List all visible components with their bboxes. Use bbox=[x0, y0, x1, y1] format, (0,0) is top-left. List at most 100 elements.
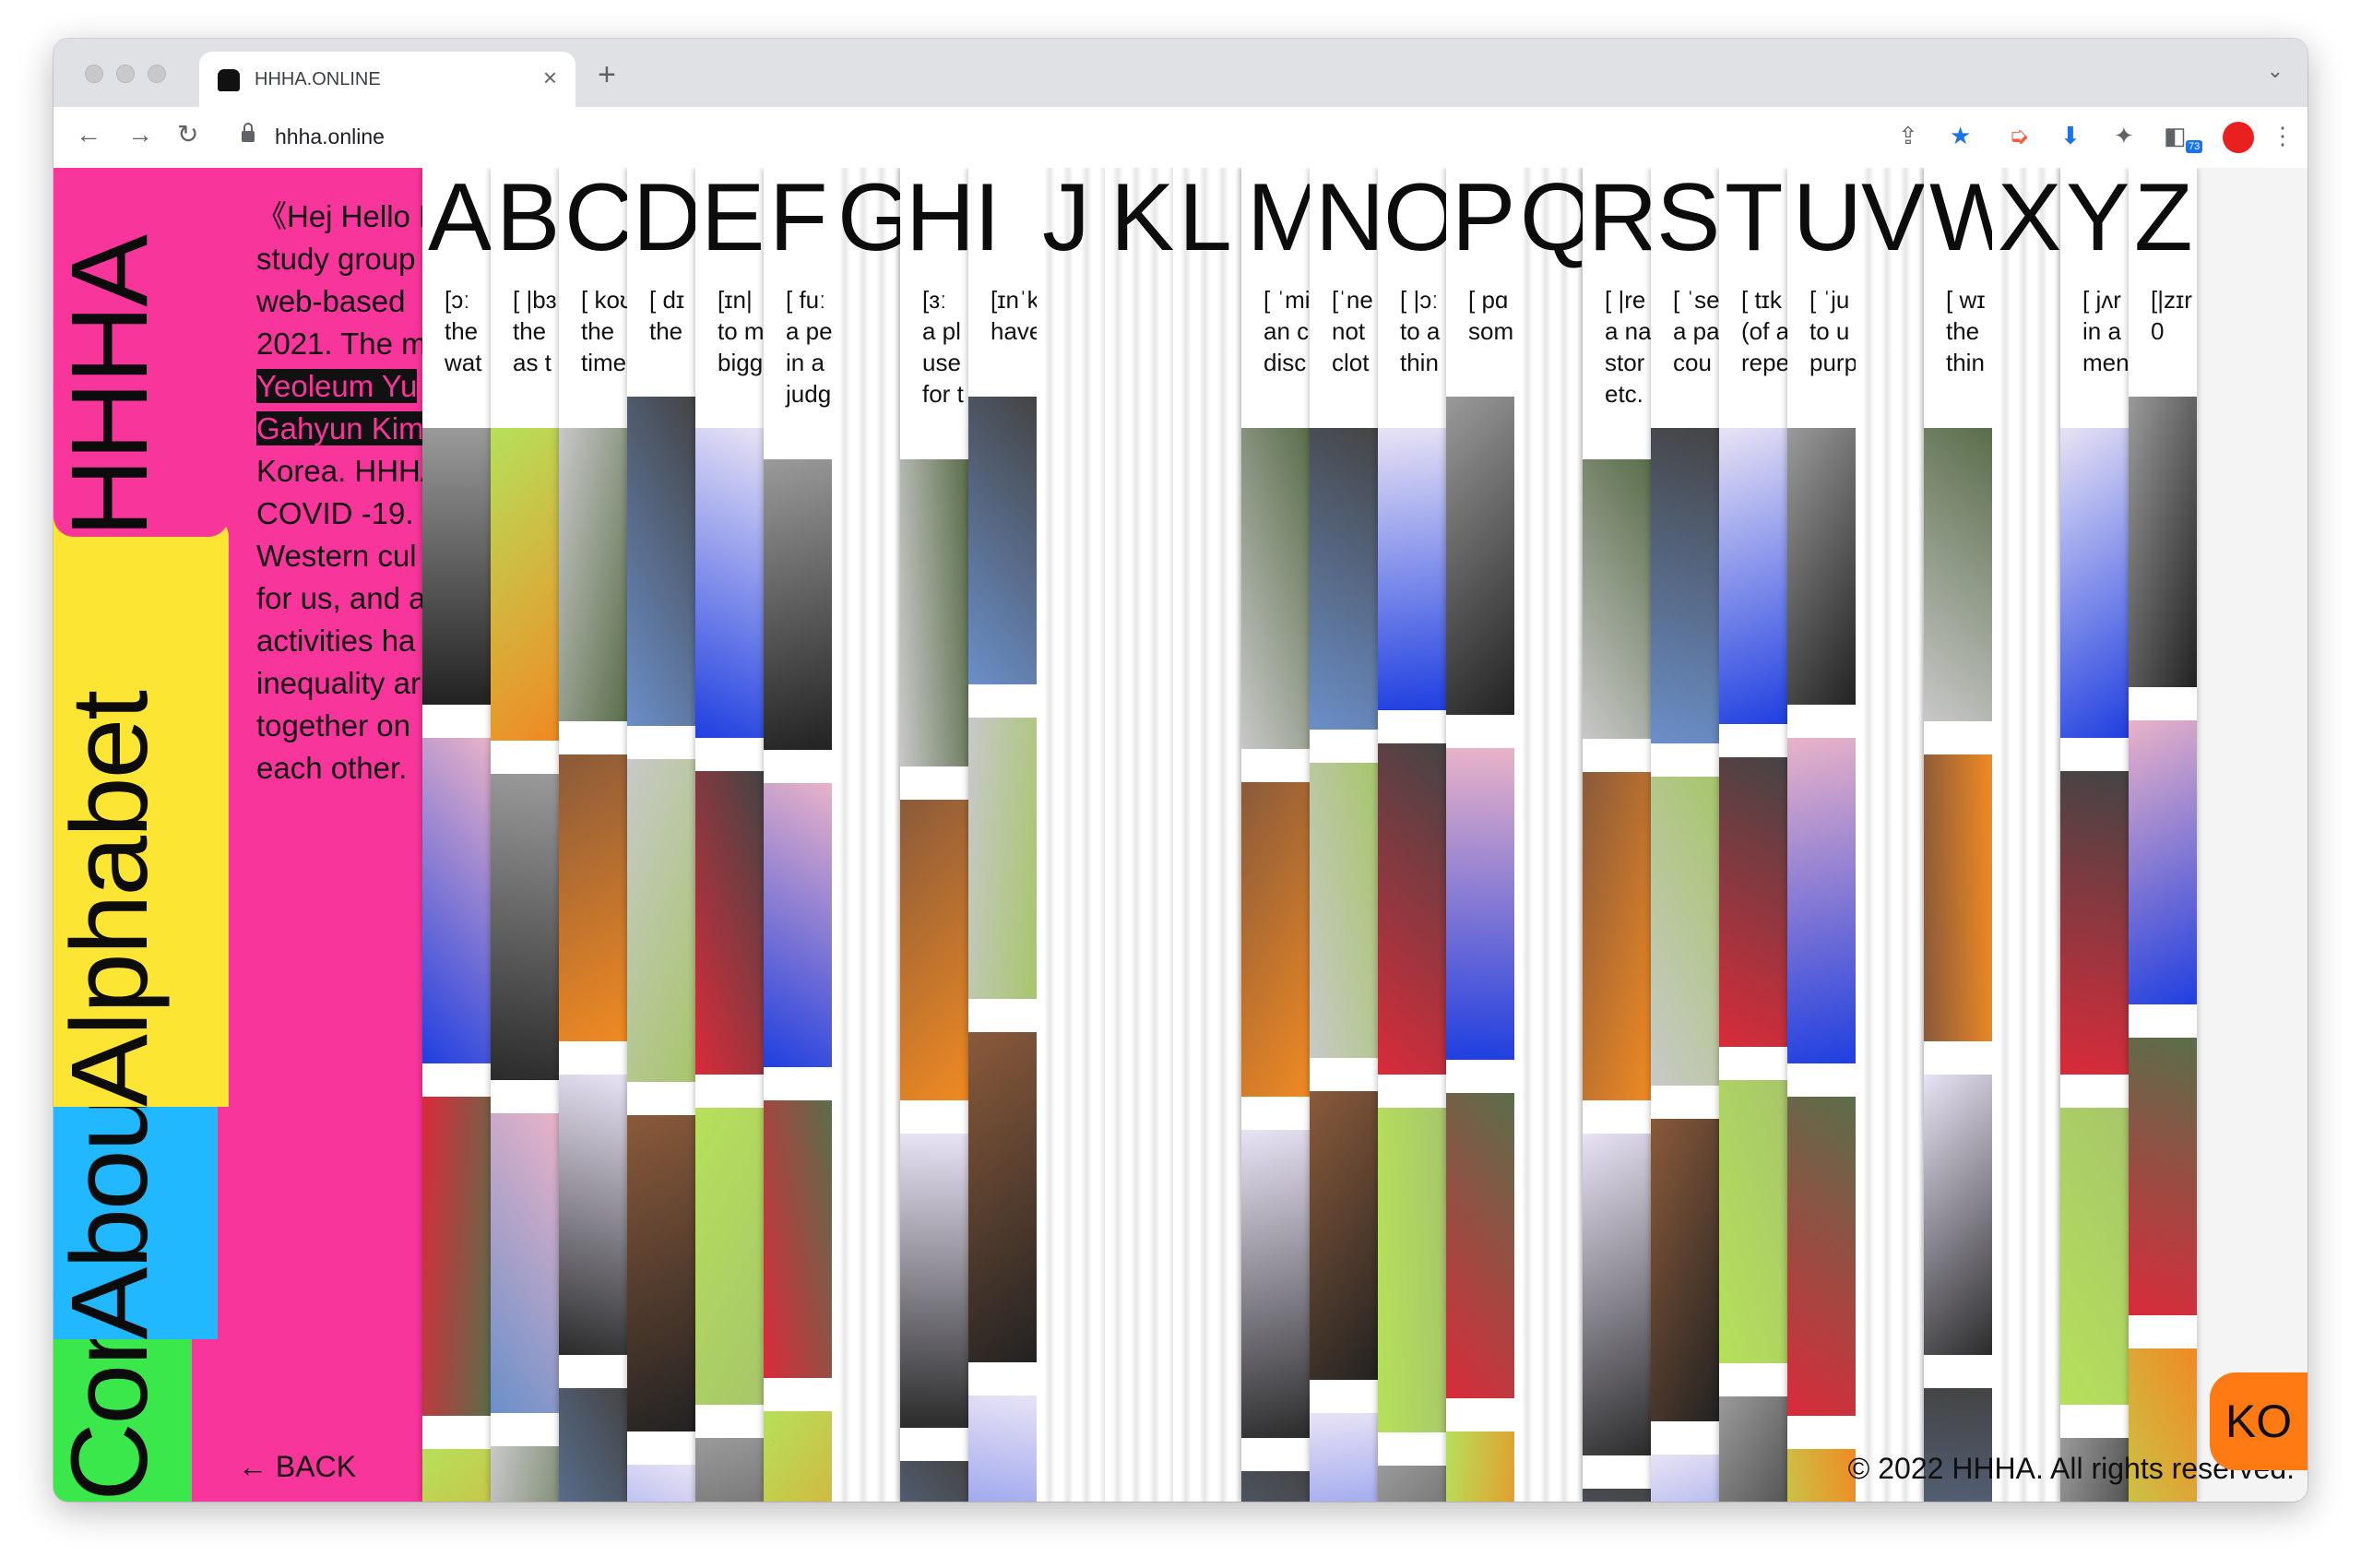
project-thumbnail[interactable] bbox=[1651, 428, 1719, 743]
member-link[interactable]: Yeoleum Yu bbox=[256, 369, 418, 403]
project-thumbnail[interactable] bbox=[1651, 777, 1719, 1086]
project-thumbnail[interactable] bbox=[764, 459, 832, 750]
project-thumbnail[interactable] bbox=[968, 718, 1037, 999]
project-thumbnail[interactable] bbox=[559, 1388, 627, 1502]
letter-column-u[interactable]: U [ ˈju to u purp bbox=[1787, 168, 1856, 1502]
letter-column-p[interactable]: P [ pɑ som bbox=[1446, 168, 1514, 1502]
project-thumbnail[interactable] bbox=[1719, 1396, 1787, 1502]
project-thumbnail[interactable] bbox=[1241, 1471, 1310, 1502]
project-thumbnail[interactable] bbox=[900, 459, 968, 766]
project-thumbnail[interactable] bbox=[559, 428, 627, 721]
project-thumbnail[interactable] bbox=[695, 1108, 764, 1405]
puzzle-extensions-icon[interactable]: ✦ bbox=[2114, 122, 2134, 149]
project-thumbnail[interactable] bbox=[2060, 1438, 2129, 1502]
project-thumbnail[interactable] bbox=[1310, 428, 1378, 730]
project-thumbnail[interactable] bbox=[1651, 1119, 1719, 1421]
project-thumbnail[interactable] bbox=[1583, 1489, 1651, 1502]
project-thumbnail[interactable] bbox=[422, 738, 491, 1063]
project-thumbnail[interactable] bbox=[1446, 748, 1514, 1060]
share-icon[interactable]: ⇪ bbox=[1898, 122, 1918, 149]
project-thumbnail[interactable] bbox=[491, 428, 559, 741]
project-thumbnail[interactable] bbox=[900, 1134, 968, 1428]
project-thumbnail[interactable] bbox=[1719, 1080, 1787, 1363]
project-thumbnail[interactable] bbox=[2060, 771, 2129, 1075]
project-thumbnail[interactable] bbox=[1241, 428, 1310, 749]
letter-column-a[interactable]: A [ɔː the wat bbox=[422, 168, 491, 1502]
project-thumbnail[interactable] bbox=[1583, 1134, 1651, 1455]
more-menu-icon[interactable]: ⋮ bbox=[2271, 122, 2295, 149]
project-thumbnail[interactable] bbox=[1924, 754, 1992, 1041]
project-thumbnail[interactable] bbox=[1378, 428, 1446, 710]
side-panel-icon[interactable]: ◧ bbox=[2164, 122, 2187, 149]
project-thumbnail[interactable] bbox=[1924, 1075, 1992, 1355]
letter-column-t[interactable]: T [ tɪk (of a repe bbox=[1719, 168, 1787, 1502]
letter-column-r[interactable]: R [ |re a na stor etc. bbox=[1583, 168, 1651, 1502]
letter-column-e[interactable]: E [ɪn| to m bigg bbox=[695, 168, 764, 1502]
project-thumbnail[interactable] bbox=[1583, 772, 1651, 1100]
close-window-button[interactable] bbox=[85, 65, 103, 83]
project-thumbnail[interactable] bbox=[1241, 1130, 1310, 1438]
letter-column-n[interactable]: N [ˈne not clot bbox=[1310, 168, 1378, 1502]
letter-column-b[interactable]: B [ |bɜ the as t bbox=[491, 168, 559, 1502]
member-link[interactable]: Gahyun Kim bbox=[256, 411, 422, 445]
new-tab-button[interactable]: + bbox=[598, 57, 616, 92]
project-thumbnail[interactable] bbox=[1651, 1455, 1719, 1502]
project-thumbnail[interactable] bbox=[695, 428, 764, 738]
project-thumbnail[interactable] bbox=[1378, 743, 1446, 1075]
letter-column-i[interactable]: I [ɪnˈk have bbox=[968, 168, 1037, 1502]
project-thumbnail[interactable] bbox=[491, 1113, 559, 1413]
letter-column-o[interactable]: O [ |ɔː to a thin bbox=[1378, 168, 1446, 1502]
project-thumbnail[interactable] bbox=[1787, 1449, 1856, 1502]
project-thumbnail[interactable] bbox=[1787, 1097, 1856, 1416]
project-thumbnail[interactable] bbox=[1310, 1413, 1378, 1502]
project-thumbnail[interactable] bbox=[627, 397, 695, 726]
letter-column-j[interactable]: J bbox=[1037, 168, 1105, 1502]
letter-column-g[interactable]: G bbox=[832, 168, 900, 1502]
letter-column-k[interactable]: K bbox=[1105, 168, 1173, 1502]
letter-column-l[interactable]: L bbox=[1173, 168, 1241, 1502]
project-thumbnail[interactable] bbox=[422, 1097, 491, 1416]
letter-column-m[interactable]: M [ ˈmi an c disc bbox=[1241, 168, 1310, 1502]
address-bar[interactable] bbox=[223, 114, 1939, 159]
project-thumbnail[interactable] bbox=[764, 783, 832, 1067]
letter-column-s[interactable]: S [ ˈse a pa cou bbox=[1651, 168, 1719, 1502]
project-thumbnail[interactable] bbox=[1719, 757, 1787, 1047]
project-thumbnail[interactable] bbox=[1378, 1466, 1446, 1502]
project-thumbnail[interactable] bbox=[559, 754, 627, 1041]
project-thumbnail[interactable] bbox=[422, 1449, 491, 1502]
project-thumbnail[interactable] bbox=[1310, 763, 1378, 1058]
bookmark-star-icon[interactable]: ★ bbox=[1950, 122, 1972, 149]
project-thumbnail[interactable] bbox=[2129, 1348, 2197, 1502]
letter-column-q[interactable]: Q bbox=[1514, 168, 1583, 1502]
project-thumbnail[interactable] bbox=[968, 397, 1037, 684]
minimize-window-button[interactable] bbox=[116, 65, 135, 83]
project-thumbnail[interactable] bbox=[2060, 428, 2129, 738]
project-thumbnail[interactable] bbox=[968, 1396, 1037, 1502]
project-thumbnail[interactable] bbox=[1924, 1388, 1992, 1502]
letter-column-f[interactable]: F [ fuː a pe in a judg bbox=[764, 168, 832, 1502]
project-thumbnail[interactable] bbox=[1719, 428, 1787, 724]
language-toggle-button[interactable]: KO bbox=[2210, 1372, 2308, 1470]
browser-tab[interactable]: HHHA.ONLINE × bbox=[199, 52, 575, 107]
project-thumbnail[interactable] bbox=[491, 1446, 559, 1502]
back-arrow-icon[interactable]: ← bbox=[76, 120, 101, 148]
tab-hhha[interactable]: HHHA bbox=[53, 168, 229, 537]
project-thumbnail[interactable] bbox=[1446, 1093, 1514, 1398]
project-thumbnail[interactable] bbox=[1378, 1108, 1446, 1432]
letter-column-v[interactable]: V bbox=[1856, 168, 1924, 1502]
project-thumbnail[interactable] bbox=[1310, 1091, 1378, 1380]
letter-column-x[interactable]: X bbox=[1992, 168, 2060, 1502]
project-thumbnail[interactable] bbox=[1924, 428, 1992, 721]
project-thumbnail[interactable] bbox=[422, 428, 491, 705]
tab-alphabet[interactable]: Alphabet bbox=[53, 517, 229, 1107]
letter-column-d[interactable]: D [ dɪ the bbox=[627, 168, 695, 1502]
project-thumbnail[interactable] bbox=[1787, 738, 1856, 1063]
project-thumbnail[interactable] bbox=[1241, 782, 1310, 1097]
back-link[interactable]: ← BACK bbox=[238, 1450, 357, 1483]
project-thumbnail[interactable] bbox=[1787, 428, 1856, 705]
letter-column-w[interactable]: W [ wɪ the thin bbox=[1924, 168, 1992, 1502]
project-thumbnail[interactable] bbox=[559, 1075, 627, 1355]
project-thumbnail[interactable] bbox=[695, 771, 764, 1075]
project-thumbnail[interactable] bbox=[2129, 397, 2197, 687]
forward-arrow-icon[interactable]: → bbox=[127, 120, 153, 148]
